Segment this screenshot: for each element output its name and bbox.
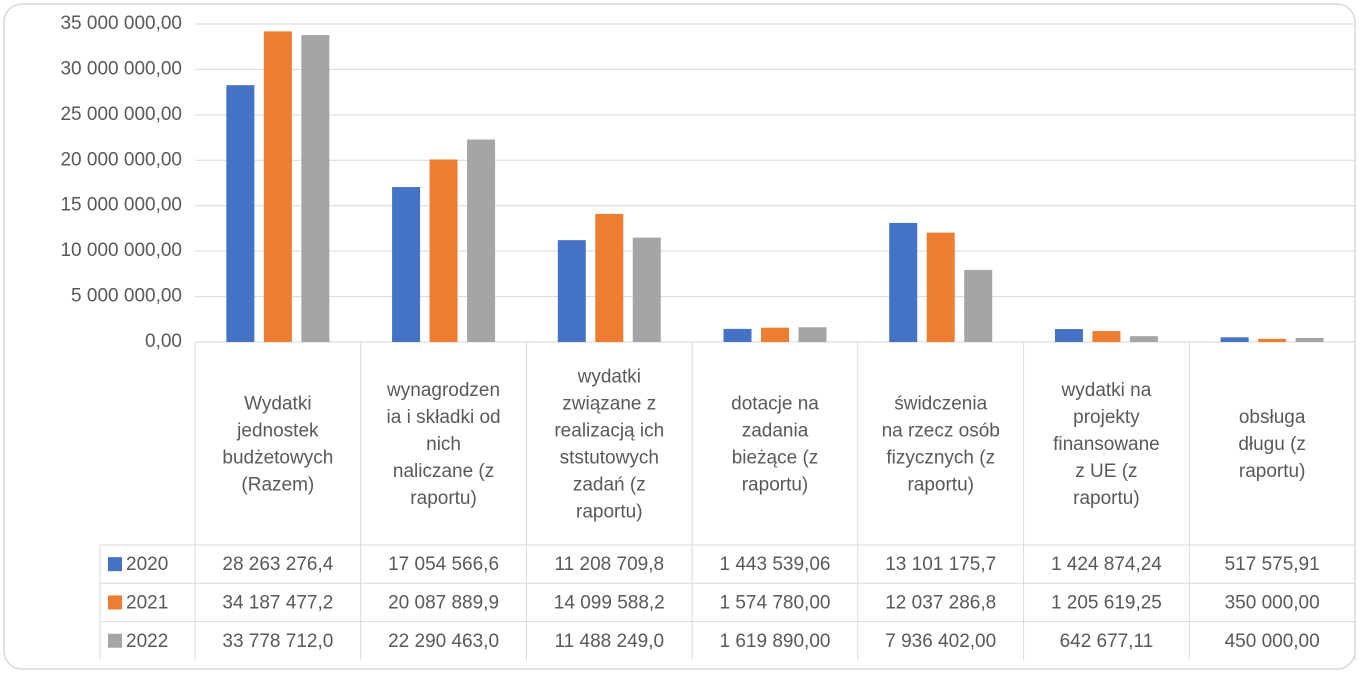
legend-swatch [108, 557, 122, 572]
x-category-label: wynagrodzen ia i składki od nich naliczane … [386, 380, 501, 509]
x-category-label: wydatki związane z realizacją ich ststutowy… [554, 367, 664, 523]
table-value: 350 000,00 [1225, 592, 1320, 613]
bar [1054, 329, 1083, 342]
bar [467, 139, 496, 342]
bar [1129, 336, 1158, 342]
bar [595, 213, 624, 342]
bar [1092, 331, 1121, 342]
bar [1295, 337, 1324, 342]
bar [1220, 337, 1249, 342]
bar [798, 327, 827, 342]
bar [889, 222, 918, 342]
table-value: 17 054 566,6 [388, 554, 499, 575]
table-value: 642 677,11 [1060, 631, 1154, 652]
bar [761, 327, 789, 342]
table-value: 7 936 402,00 [885, 631, 996, 652]
bar [429, 159, 458, 342]
bar [557, 240, 586, 342]
table-value: 14 099 588,2 [554, 592, 665, 613]
bar [632, 237, 661, 342]
table-value: 517 575,91 [1225, 554, 1320, 575]
bar [1258, 338, 1287, 342]
table-value: 11 208 709,8 [555, 554, 665, 575]
legend-label: 2020 [126, 554, 168, 575]
table-value: 11 488 249,0 [555, 631, 665, 652]
y-tick-label: 5 000 000,00 [71, 286, 182, 307]
x-category-label: Wydatki jednostek budżetowych (Razem) [222, 394, 333, 496]
legend-label: 2022 [126, 631, 168, 652]
table-value: 20 087 889,9 [388, 592, 499, 613]
y-tick-label: 10 000 000,00 [60, 240, 182, 261]
bar [263, 31, 292, 342]
legend-swatch [108, 633, 122, 648]
table-value: 12 037 286,8 [885, 592, 996, 613]
bar [301, 35, 330, 342]
chart-border [3, 3, 1356, 670]
table-value: 1 619 890,00 [720, 631, 831, 652]
table-value: 1 574 780,00 [720, 592, 831, 613]
bar [964, 269, 993, 342]
y-tick-label: 20 000 000,00 [60, 149, 182, 170]
table-value: 34 187 477,2 [222, 592, 333, 613]
table-value: 13 101 175,7 [885, 554, 996, 575]
bar [392, 187, 421, 342]
x-category-label: świdczenia na rzecz osób fizycznych (z rapo… [882, 394, 1000, 496]
y-tick-label: 35 000 000,00 [60, 13, 182, 34]
x-category-label: wydatki na projekty finansowane z UE (z rapo… [1053, 380, 1160, 509]
table-value: 1 205 619,25 [1051, 592, 1162, 613]
y-tick-label: 25 000 000,00 [60, 104, 182, 125]
y-tick-label: 30 000 000,00 [60, 58, 182, 79]
bar [723, 328, 752, 342]
table-value: 1 443 539,06 [720, 554, 831, 575]
x-category-label: obsługa długu (z raportu) [1238, 407, 1306, 482]
legend-swatch [108, 595, 122, 610]
table-value: 22 290 463,0 [388, 631, 499, 652]
legend-label: 2021 [126, 592, 168, 613]
x-category-label: dotacje na zadania bieżące (z raportu) [731, 394, 819, 496]
table-value: 450 000,00 [1225, 631, 1320, 652]
table-value: 28 263 276,4 [222, 554, 333, 575]
y-tick-label: 0,00 [145, 331, 182, 352]
table-value: 33 778 712,0 [222, 631, 333, 652]
y-tick-label: 15 000 000,00 [60, 195, 182, 216]
bar [926, 232, 955, 342]
table-value: 1 424 874,24 [1051, 554, 1162, 575]
bar [226, 85, 255, 342]
